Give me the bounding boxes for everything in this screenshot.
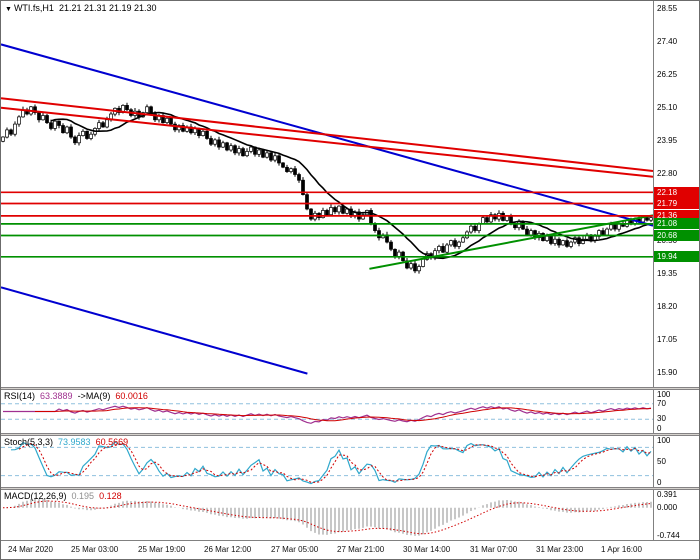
macd-signal-line	[2, 500, 652, 535]
resistance-price-label: 21.36	[654, 210, 699, 222]
resistance-price-label: 22.18	[654, 186, 699, 198]
indicator-tick-label: 0	[657, 478, 662, 487]
resistance-price-label: 21.79	[654, 198, 699, 210]
rsi-label: RSI(14) 63.3889 ->MA(9) 60.0016	[4, 391, 148, 401]
indicator-tick-label: 0	[657, 424, 662, 433]
macd-name: MACD(12,26,9)	[4, 491, 67, 501]
stochastic-label: Stoch(5,3,3) 73.9583 60.5669	[4, 437, 128, 447]
panel-separator[interactable]	[1, 387, 699, 390]
time-axis-label: 30 Mar 14:00	[403, 545, 451, 554]
price-tick-label: 23.95	[657, 136, 678, 146]
stochastic-svg	[1, 441, 653, 485]
stochastic-panel[interactable]: Stoch(5,3,3) 73.9583 60.5669 100 50 0	[1, 436, 699, 487]
stochastic-axis[interactable]: 100 50 0	[653, 436, 699, 487]
panel-separator[interactable]	[1, 433, 699, 436]
chart-title-symbol: WTI.fs,H1	[13, 3, 54, 13]
price-tick-label: 22.80	[657, 169, 678, 179]
rsi-plot[interactable]: RSI(14) 63.3889 ->MA(9) 60.0016	[1, 390, 653, 433]
time-axis-label: 24 Mar 2020	[8, 545, 53, 554]
rsi-ma-value: 60.0016	[115, 391, 148, 401]
indicator-tick-label: 100	[657, 390, 671, 399]
price-tick-label: 26.25	[657, 70, 678, 80]
rsi-name: RSI(14)	[4, 391, 36, 401]
trendline-resistance-trend-2	[1, 106, 653, 178]
stoch-k-line	[10, 441, 652, 485]
rsi-line	[3, 405, 652, 424]
panel-separator[interactable]	[1, 487, 699, 490]
trendline-resistance-trend-1	[1, 97, 653, 172]
time-axis-label: 25 Mar 03:00	[71, 545, 119, 554]
indicator-tick-label: 0.391	[657, 490, 678, 499]
time-axis-label: 1 Apr 16:00	[601, 545, 642, 554]
indicator-tick-label: 30	[657, 414, 666, 424]
macd-axis[interactable]: 0.391 0.000 -0.744	[653, 490, 699, 540]
stochastic-plot[interactable]: Stoch(5,3,3) 73.9583 60.5669	[1, 436, 653, 487]
macd-label: MACD(12,26,9) 0.195 0.128	[4, 491, 122, 501]
indicator-tick-label: 70	[657, 398, 666, 408]
indicator-tick-label: 100	[657, 436, 671, 445]
candles	[1, 102, 653, 274]
rsi-value: 63.3889	[40, 391, 73, 401]
price-axis[interactable]: 28.5527.4026.2525.1023.9522.8020.5019.35…	[653, 1, 699, 387]
chart-title-ohlc: 21.21 21.31 21.19 21.30	[58, 3, 157, 13]
macd-plot[interactable]: MACD(12,26,9) 0.195 0.128	[1, 490, 653, 540]
macd-value: 0.195	[71, 491, 95, 501]
price-tick-label: 27.40	[657, 37, 678, 47]
stoch-signal-value: 60.5669	[95, 437, 129, 447]
rsi-ma-line	[35, 407, 652, 422]
rsi-panel[interactable]: RSI(14) 63.3889 ->MA(9) 60.0016 100 70 30 0	[1, 390, 699, 433]
rsi-axis[interactable]: 100 70 30 0	[653, 390, 699, 433]
indicator-tick-label: -0.744	[657, 531, 680, 540]
rsi-svg	[1, 403, 653, 424]
chart-title: ▼ WTI.fs,H1 21.21 21.31 21.19 21.30	[5, 3, 157, 13]
trendline-descending-channel-lower	[1, 286, 308, 375]
stoch-d-line	[18, 442, 652, 483]
time-axis-label: 31 Mar 07:00	[470, 545, 518, 554]
macd-panel[interactable]: MACD(12,26,9) 0.195 0.128 0.391 0.000 -0.744	[1, 490, 699, 540]
support-price-label: 20.68	[654, 229, 699, 241]
price-tick-label: 18.20	[657, 301, 678, 311]
rsi-ma-name: ->MA(9)	[77, 391, 111, 401]
stoch-value: 73.9583	[58, 437, 91, 447]
support-price-label: 19.94	[654, 251, 699, 263]
macd-signal-value: 0.128	[99, 491, 122, 501]
macd-histogram	[6, 498, 652, 536]
price-tick-label: 25.10	[657, 103, 678, 113]
main-chart-panel[interactable]: ▼ WTI.fs,H1 21.21 21.31 21.19 21.30 28.55 2…	[1, 1, 699, 387]
time-axis-label: 26 Mar 12:00	[204, 545, 252, 554]
price-tick-label: 17.05	[657, 334, 678, 344]
time-axis-label: 25 Mar 19:00	[138, 545, 186, 554]
stoch-name: Stoch(5,3,3)	[4, 437, 54, 447]
price-tick-label: 15.90	[657, 368, 678, 377]
symbol-marker-icon: ▼	[5, 6, 12, 13]
macd-svg	[2, 498, 652, 536]
price-tick-label: 28.55	[657, 4, 678, 13]
main-chart-svg	[1, 43, 653, 375]
indicator-tick-label: 0.000	[657, 502, 678, 512]
time-axis-label: 31 Mar 23:00	[536, 545, 584, 554]
main-chart-plot[interactable]: ▼ WTI.fs,H1 21.21 21.31 21.19 21.30	[1, 1, 653, 387]
price-tick-label: 19.35	[657, 268, 678, 278]
ma-line	[50, 111, 652, 260]
indicator-tick-label: 50	[657, 456, 666, 466]
time-axis-label: 27 Mar 05:00	[271, 545, 319, 554]
time-axis[interactable]: 24 Mar 2020 25 Mar 03:00 25 Mar 19:00 26 Ma…	[1, 540, 699, 559]
support-price-label: 21.08	[654, 218, 699, 230]
time-axis-label: 27 Mar 21:00	[337, 545, 385, 554]
